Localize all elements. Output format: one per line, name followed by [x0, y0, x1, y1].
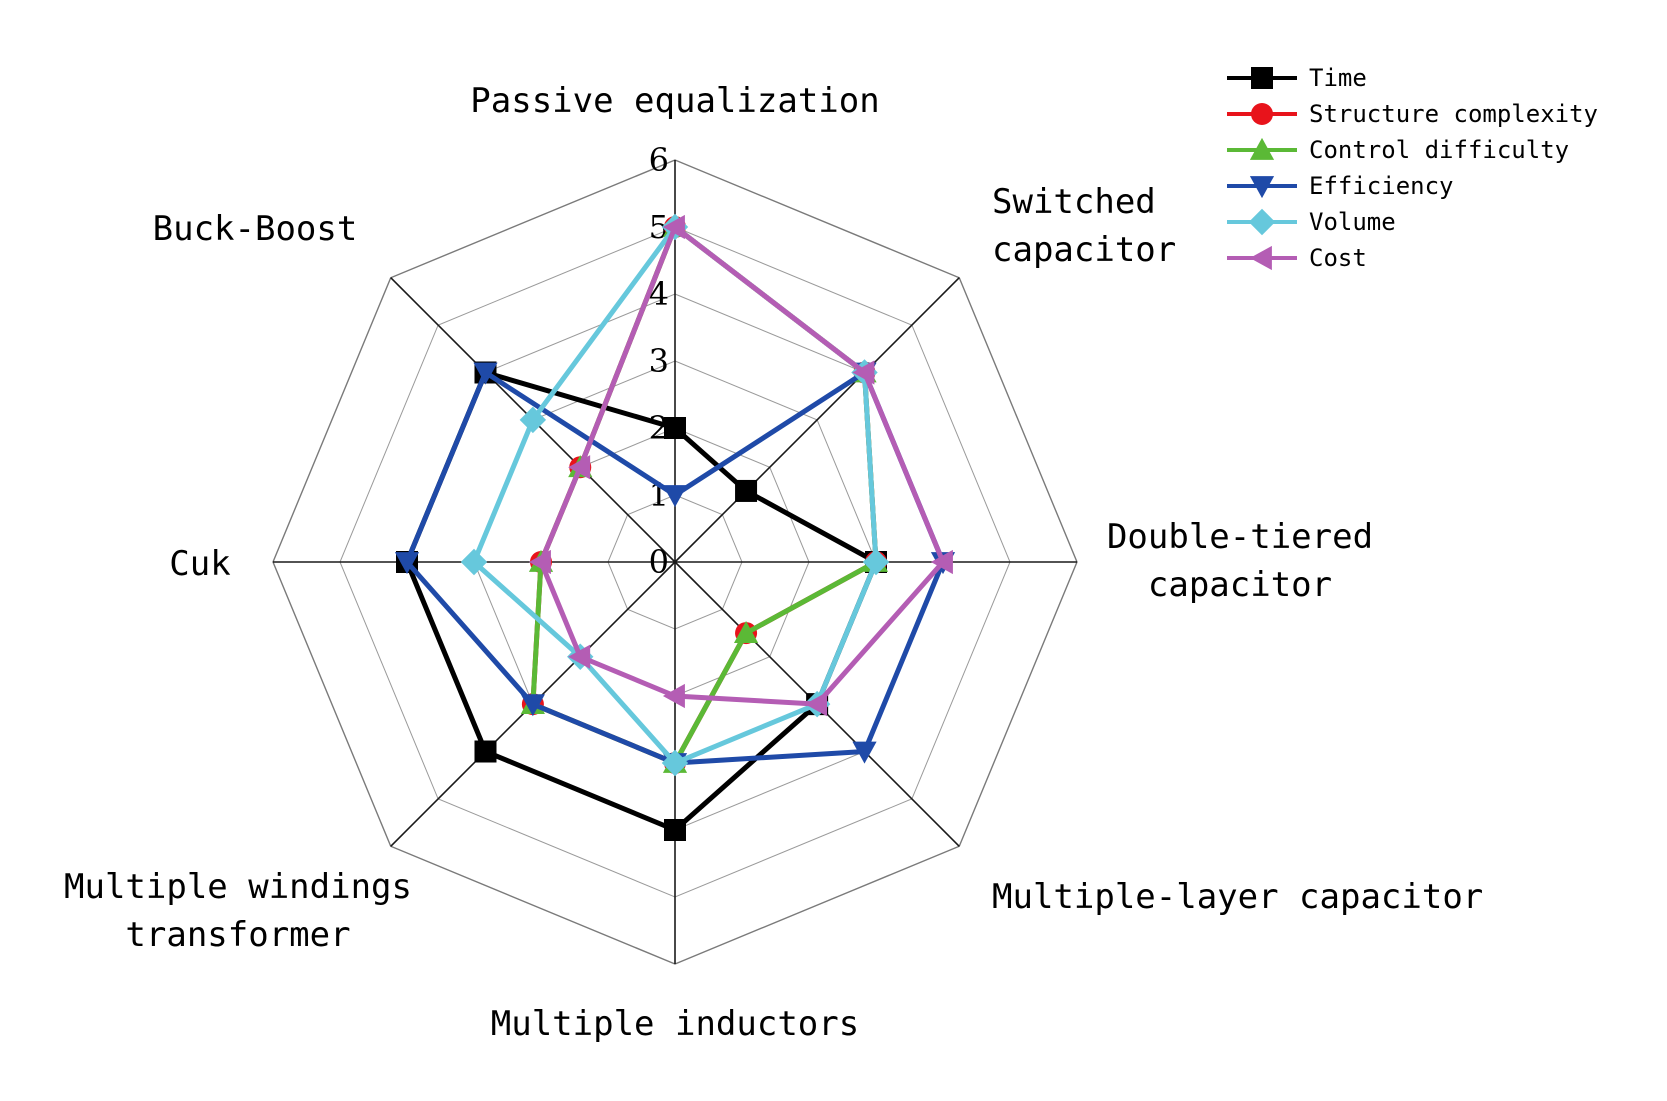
data-point	[862, 548, 890, 576]
data-point	[852, 360, 875, 385]
axis-label-line: Passive equalization	[470, 81, 879, 121]
data-point	[394, 552, 420, 575]
data-point	[733, 620, 759, 643]
series-5	[528, 214, 953, 717]
legend-entry: Time	[1227, 64, 1367, 92]
tick-label: 6	[649, 141, 669, 179]
data-point	[662, 214, 685, 240]
legend-marker	[1249, 245, 1272, 271]
legend-marker	[1251, 103, 1273, 125]
data-point	[661, 749, 689, 777]
legend-label: Volume	[1309, 208, 1396, 236]
data-point	[930, 549, 953, 575]
legend-label: Time	[1309, 64, 1367, 92]
data-point	[664, 417, 686, 439]
axis-label: Passive equalization	[470, 81, 879, 121]
axis-label: Buck-Boost	[153, 209, 358, 249]
legend-label: Control difficulty	[1309, 136, 1569, 164]
data-point	[664, 819, 686, 841]
axis-label-line: Cuk	[169, 544, 230, 584]
axis-label: Cuk	[169, 544, 230, 584]
data-point	[519, 406, 547, 434]
legend-label: Efficiency	[1309, 172, 1454, 200]
axis-label: Double-tiered capacitor	[1107, 517, 1373, 605]
data-point	[568, 644, 591, 669]
legend-entry: Structure complexity	[1227, 100, 1598, 128]
axis-label: Switched capacitor	[992, 182, 1176, 270]
data-point	[520, 694, 545, 717]
axis-label: Multiple inductors	[491, 1004, 859, 1044]
legend-marker	[1248, 208, 1276, 236]
axis-label-line: Buck-Boost	[153, 209, 358, 249]
legend-label: Structure complexity	[1309, 100, 1598, 128]
data-point	[568, 455, 591, 480]
axis-label: Multiple-layer capacitor	[992, 877, 1483, 917]
axis-label-line: Double-tiered	[1107, 517, 1373, 557]
axis-label-line: capacitor	[992, 230, 1176, 270]
axis-label-line: transformer	[125, 915, 350, 955]
data-point	[662, 683, 685, 709]
data-point	[852, 741, 877, 764]
legend-marker	[1249, 176, 1275, 199]
data-point	[528, 549, 551, 575]
radar-series	[394, 213, 956, 841]
axis-label: Multiple windings transformer	[64, 867, 412, 955]
legend-label: Cost	[1309, 244, 1367, 272]
legend-entry: Volume	[1227, 208, 1396, 236]
series-0	[396, 361, 887, 841]
data-point	[735, 479, 758, 502]
spoke-1	[674, 277, 960, 563]
radar-spokes	[273, 160, 1077, 964]
data-point	[474, 740, 497, 763]
tick-label: 2	[649, 409, 669, 447]
chart-legend: Time Structure complexity Control difficul…	[1227, 64, 1598, 272]
axis-label-line: Multiple-layer capacitor	[992, 877, 1483, 917]
axis-label-line: Multiple windings	[64, 867, 412, 907]
tick-label: 3	[649, 342, 669, 380]
data-point	[805, 692, 828, 717]
legend-marker	[1249, 137, 1275, 160]
data-point	[662, 485, 688, 508]
data-point	[473, 362, 498, 385]
axis-label-line: Switched	[992, 182, 1156, 222]
axis-label-line: capacitor	[1148, 565, 1332, 605]
legend-entry: Efficiency	[1227, 172, 1454, 200]
data-point	[460, 548, 488, 576]
legend-entry: Cost	[1227, 244, 1367, 272]
legend-entry: Control difficulty	[1227, 136, 1569, 164]
legend-marker	[1251, 67, 1273, 89]
tick-label: 0	[649, 543, 669, 581]
axis-label-line: Multiple inductors	[491, 1004, 859, 1044]
